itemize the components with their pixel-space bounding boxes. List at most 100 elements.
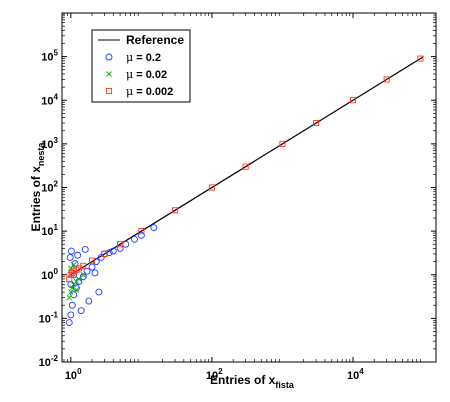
legend-marker-2-stroke-b xyxy=(106,71,112,77)
series-1-point-7 xyxy=(83,267,91,275)
series-2-point-9-stroke-b xyxy=(73,287,80,293)
series-3-point-10 xyxy=(138,228,145,235)
series-2-point-5-stroke-b xyxy=(76,276,82,282)
y-tick-label-exp-4: 2 xyxy=(54,180,59,189)
series-3-point-14 xyxy=(279,140,286,147)
series-1-point-1 xyxy=(67,311,75,319)
series-3-point-12 xyxy=(208,184,215,191)
legend-entry-label-3: = 0.002 xyxy=(133,86,173,98)
series-3 xyxy=(66,55,424,283)
x-tick-label-exp-1: 2 xyxy=(218,367,223,376)
series-3-point-7 xyxy=(89,257,96,264)
x-tick-label-1: 102 xyxy=(206,367,223,382)
y-tick-label-1: 10-1 xyxy=(39,310,59,325)
series-3-point-15 xyxy=(313,120,320,127)
legend-entry-label-1: = 0.2 xyxy=(133,52,161,64)
series-3-point-0 xyxy=(66,275,73,283)
series-1-point-18 xyxy=(150,224,158,232)
x-tick-label-exp-2: 4 xyxy=(359,367,364,376)
x-axis-label: Entries of xfista xyxy=(210,373,295,390)
series-2-point-5 xyxy=(76,276,82,282)
series-2-point-6-stroke-b xyxy=(80,271,87,278)
series-1-point-4 xyxy=(72,284,80,292)
series-1-point-27 xyxy=(74,251,82,259)
series-1-point-19 xyxy=(66,253,74,261)
series-3-point-18 xyxy=(417,55,424,62)
legend-entry-1: μ = 0.2 xyxy=(126,51,161,64)
legend-box xyxy=(91,29,191,103)
x-tick-label-exp-0: 0 xyxy=(77,367,82,376)
legend-entry-2: μ = 0.02 xyxy=(126,68,167,81)
series-1-point-14 xyxy=(116,245,124,252)
series-1-point-20 xyxy=(67,247,75,255)
series-3-point-2 xyxy=(69,269,76,276)
series-2-point-8-stroke-b xyxy=(70,261,77,268)
series-3-point-8 xyxy=(101,250,108,257)
y-tick-label-exp-0: -2 xyxy=(51,354,59,363)
y-tick-label-exp-7: 5 xyxy=(54,49,59,58)
y-tick-label-base-6: 10 xyxy=(41,95,53,107)
x-tick-label-2: 104 xyxy=(347,367,364,382)
plot-content xyxy=(65,55,424,327)
y-axis-label: Entries of xnesta xyxy=(29,142,46,232)
y-tick-label-exp-1: -1 xyxy=(51,310,59,319)
series-1-point-8 xyxy=(88,263,96,271)
y-tick-label-5: 103 xyxy=(41,136,58,151)
series-2-point-2 xyxy=(69,285,76,291)
series-2-point-0-stroke-b xyxy=(66,294,73,301)
series-3-point-17 xyxy=(383,76,390,83)
series-3-point-6 xyxy=(80,262,87,269)
legend-marker-1 xyxy=(105,53,113,61)
y-tick-label-base-4: 10 xyxy=(41,183,53,195)
series-2-point-2-stroke-b xyxy=(69,285,76,291)
y-tick-label-base-5: 10 xyxy=(41,139,53,151)
series-1-point-28 xyxy=(81,246,89,253)
y-tick-label-exp-3: 1 xyxy=(54,223,59,232)
series-2-point-9 xyxy=(73,287,80,293)
y-tick-label-0: 10-2 xyxy=(39,354,59,369)
y-tick-label-base-0: 10 xyxy=(39,357,51,369)
series-1-point-23 xyxy=(85,297,93,305)
y-tick-label-4: 102 xyxy=(41,180,58,195)
series-2 xyxy=(66,261,87,301)
legend-entry-label-0: Reference xyxy=(126,33,184,47)
series-3-point-16 xyxy=(349,97,357,104)
series-1-point-17 xyxy=(137,231,145,239)
series-2-point-0 xyxy=(66,294,73,301)
series-1-point-13 xyxy=(109,247,117,255)
y-tick-label-base-2: 10 xyxy=(41,270,53,282)
x-tick-label-0: 100 xyxy=(65,367,82,382)
x-tick-label-base-1: 10 xyxy=(206,370,218,382)
series-3-point-9 xyxy=(117,241,124,248)
series-1-point-3 xyxy=(70,291,78,299)
series-2-point-6 xyxy=(80,271,87,278)
legend: Reference μ = 0.2 μ = 0.02 μ = 0.002 xyxy=(91,29,191,103)
series-2-point-8 xyxy=(70,261,77,268)
y-tick-label-7: 105 xyxy=(41,49,58,64)
x-tick-label-base-0: 10 xyxy=(65,370,77,382)
series-1-point-22 xyxy=(77,307,85,315)
legend-entry-0: Reference xyxy=(126,33,184,47)
x-tick-label-base-2: 10 xyxy=(347,370,359,382)
y-tick-label-6: 104 xyxy=(41,92,58,107)
y-tick-label-base-3: 10 xyxy=(41,226,53,238)
y-tick-label-3: 101 xyxy=(41,223,58,238)
series-1-point-6 xyxy=(79,273,87,281)
series-1-point-0 xyxy=(65,319,73,327)
series-1-point-12 xyxy=(105,249,113,257)
reference-line xyxy=(70,56,424,276)
series-2-point-1-stroke-b xyxy=(67,289,74,295)
series-1-point-24 xyxy=(95,288,103,296)
series-1-point-16 xyxy=(131,235,138,243)
y-tick-label-base-1: 10 xyxy=(39,313,51,325)
legend-entry-symbol-1: μ xyxy=(126,51,133,64)
y-tick-label-exp-5: 3 xyxy=(54,136,59,145)
series-0 xyxy=(70,56,424,276)
y-tick-label-exp-2: 0 xyxy=(54,267,59,276)
series-3-point-11 xyxy=(171,207,179,214)
y-tick-label-2: 100 xyxy=(41,267,58,282)
series-1-point-9 xyxy=(92,258,100,266)
series-3-point-13 xyxy=(242,163,249,170)
